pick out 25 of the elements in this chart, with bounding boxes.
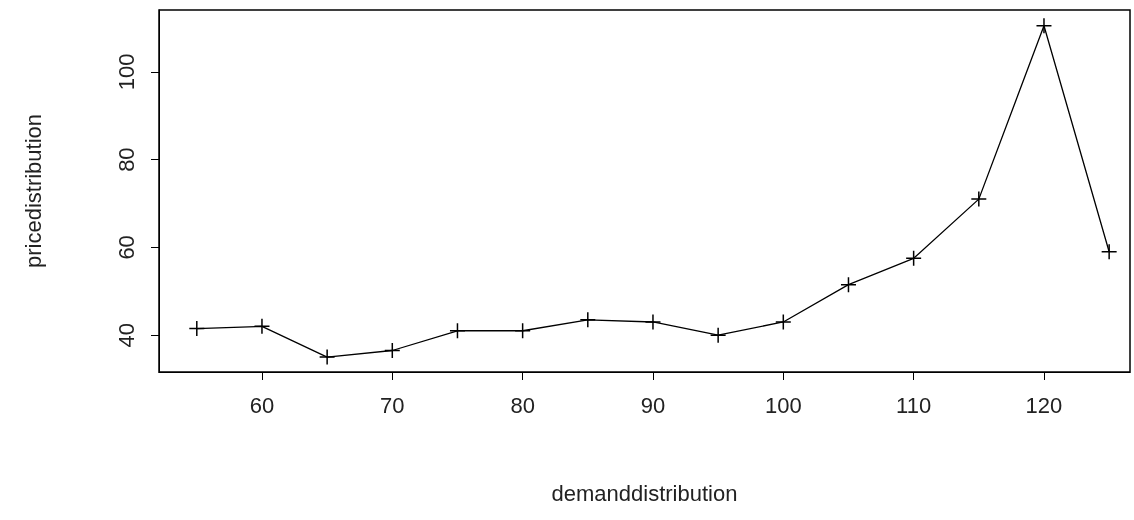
point (1101, 244, 1117, 260)
point (189, 321, 205, 337)
y-tick-label: 80 (113, 147, 139, 172)
x-tick-label: 110 (896, 392, 932, 418)
point (254, 318, 270, 334)
y-tick-label: 40 (113, 322, 139, 348)
point (449, 323, 465, 339)
point (319, 349, 335, 365)
point (515, 323, 531, 339)
point (971, 191, 987, 207)
y-tick-label: 100 (113, 53, 139, 91)
y-axis-title: pricedistribution (20, 113, 46, 269)
x-tick-label: 100 (764, 392, 802, 418)
point (775, 314, 791, 330)
point (645, 314, 661, 330)
point (1036, 18, 1052, 34)
point (580, 312, 596, 328)
x-tick-label: 120 (1025, 392, 1063, 418)
point (710, 327, 726, 343)
x-tick-label: 80 (510, 392, 535, 418)
x-tick-label: 90 (640, 392, 666, 418)
x-tick-label: 60 (249, 392, 275, 418)
x-tick-label: 70 (380, 392, 405, 418)
y-tick-label: 60 (113, 235, 139, 260)
x-axis-title: demanddistribution (551, 480, 738, 506)
